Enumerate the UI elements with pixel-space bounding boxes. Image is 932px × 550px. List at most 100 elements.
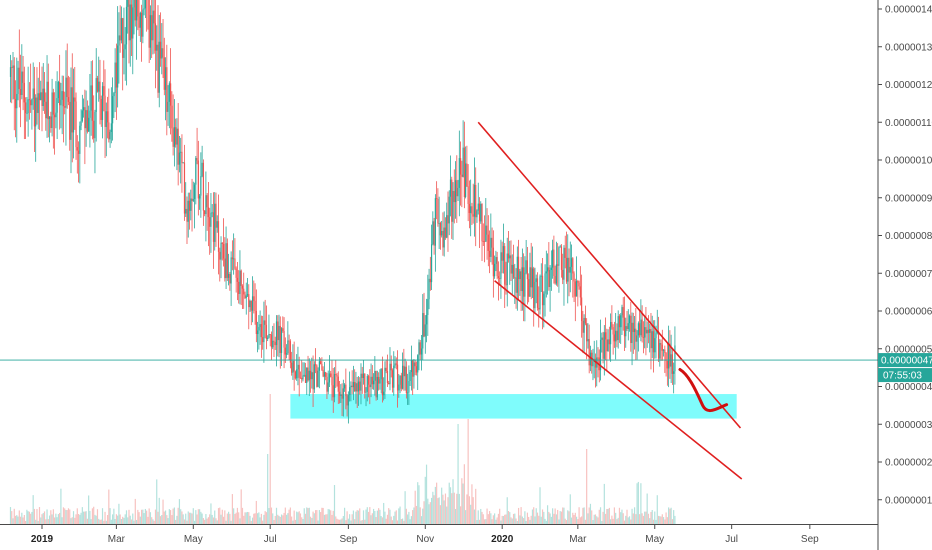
candle-body — [45, 101, 47, 119]
volume-bar — [76, 508, 78, 524]
candle-body — [117, 45, 119, 88]
volume-bar — [185, 513, 187, 524]
volume-bar — [340, 519, 342, 524]
volume-bar — [496, 517, 498, 524]
volume-bar — [212, 517, 215, 524]
volume-bar — [427, 498, 429, 524]
trendlines — [477, 121, 743, 480]
volume-bar — [99, 519, 101, 524]
volume-bar — [313, 513, 315, 524]
volume-bar — [18, 510, 20, 524]
candle-body — [529, 267, 531, 297]
candle-body — [617, 316, 619, 341]
volume-bar — [200, 511, 202, 524]
candle-body — [491, 237, 493, 248]
candle-body — [188, 200, 191, 211]
volume-bar — [21, 512, 23, 524]
volume-bar — [383, 502, 385, 524]
candle-body — [234, 258, 236, 269]
volume-bar — [11, 511, 13, 524]
candle-body — [298, 364, 300, 378]
volume-bar — [651, 510, 653, 524]
volume-bar — [545, 520, 547, 524]
volume-bar — [137, 509, 139, 524]
candle-body — [258, 327, 260, 331]
candle-body — [176, 128, 178, 145]
candle-body — [196, 158, 198, 161]
candle-body — [451, 179, 453, 222]
candle-body — [437, 198, 439, 224]
volume-bar — [56, 517, 58, 524]
volume-bar — [84, 511, 86, 524]
candle-body — [154, 23, 157, 51]
volume-bar — [443, 500, 445, 524]
candle-body — [468, 203, 471, 213]
volume-bar — [393, 515, 395, 524]
candle-body — [130, 4, 133, 39]
candle-body — [641, 319, 643, 337]
candle-body — [104, 95, 106, 127]
candle-body — [16, 93, 18, 109]
candle-body — [284, 347, 286, 355]
candle-body — [564, 247, 566, 258]
candle-body — [180, 151, 182, 153]
candle-body — [606, 339, 608, 352]
volume-bar — [536, 512, 539, 524]
volume-bar — [22, 517, 24, 524]
candle-body — [654, 338, 656, 353]
volume-bar — [495, 519, 497, 524]
volume-bar — [345, 520, 347, 524]
candle-body — [375, 370, 377, 398]
candle-body — [601, 337, 603, 340]
candle-body — [54, 114, 56, 118]
candle-body — [386, 371, 389, 383]
candle-body — [225, 243, 227, 279]
volume-bar — [134, 498, 136, 524]
candle-body — [230, 257, 232, 284]
volume-bar — [540, 516, 542, 524]
candle-body — [341, 394, 343, 399]
volume-bar — [622, 513, 624, 524]
candle-body — [569, 266, 571, 273]
volume-bar — [245, 512, 247, 524]
candle-body — [151, 15, 153, 41]
volume-bar — [592, 520, 594, 524]
candle-body — [391, 370, 394, 388]
candle-body — [153, 10, 155, 24]
candle-body — [512, 264, 515, 278]
candle-body — [389, 363, 391, 385]
candle-body — [224, 258, 226, 279]
candle-body — [21, 71, 23, 95]
candle-body — [320, 361, 322, 365]
volume-bar — [316, 510, 318, 524]
volume-bar — [207, 517, 210, 524]
candle-body — [47, 81, 49, 120]
volume-bar — [120, 519, 123, 524]
time-axis[interactable]: 2019 Mar May Jul Sep Nov 2020 Mar May Jul Sep — [31, 525, 819, 545]
candle-body — [101, 86, 104, 120]
candle-body — [186, 208, 188, 222]
volume-bar — [660, 516, 662, 524]
volume-bar — [335, 516, 337, 524]
volume-bar — [486, 508, 488, 524]
candle-body — [249, 300, 251, 308]
volume-bar — [23, 514, 25, 524]
candle-body — [37, 93, 39, 113]
candle-body — [370, 376, 372, 388]
volume-bar — [138, 512, 140, 524]
candle-body — [496, 257, 498, 277]
candle-body — [473, 184, 476, 217]
candle-body — [120, 18, 123, 41]
volume-bar — [641, 513, 643, 524]
volume-bar — [398, 508, 400, 524]
candle-body — [429, 278, 431, 283]
candle-body — [419, 342, 421, 355]
candle-body — [25, 102, 27, 114]
candle-body — [380, 368, 382, 380]
volume-bar — [139, 516, 141, 524]
candle-body — [79, 125, 81, 154]
candle-body — [481, 203, 483, 242]
volume-bar — [28, 511, 30, 524]
